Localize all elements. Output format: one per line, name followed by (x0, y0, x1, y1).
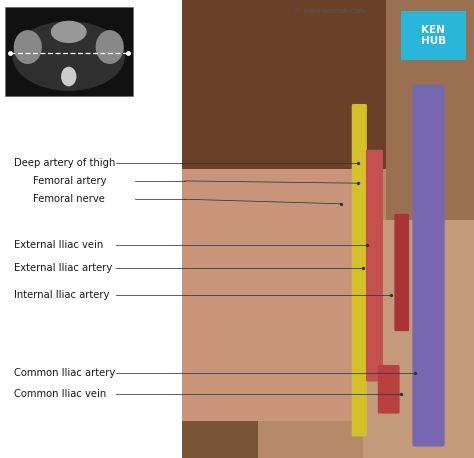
Bar (182, 0, 474, 458)
Text: Common Iliac artery: Common Iliac artery (14, 368, 116, 378)
Text: Deep artery of thigh: Deep artery of thigh (14, 158, 116, 168)
Text: Common Iliac vein: Common Iliac vein (14, 389, 107, 399)
Ellipse shape (51, 21, 87, 43)
Ellipse shape (96, 30, 124, 64)
Text: Femoral artery: Femoral artery (33, 176, 107, 186)
FancyBboxPatch shape (378, 365, 400, 414)
FancyBboxPatch shape (394, 214, 409, 331)
FancyBboxPatch shape (352, 104, 367, 436)
Bar (182, 0, 386, 169)
FancyBboxPatch shape (366, 150, 383, 382)
Bar (5, 7, 133, 96)
FancyBboxPatch shape (412, 85, 445, 447)
Ellipse shape (12, 21, 125, 91)
Text: © www.kenhub.com: © www.kenhub.com (294, 8, 365, 15)
Text: External Iliac artery: External Iliac artery (14, 263, 112, 273)
Text: KEN
HUB: KEN HUB (420, 25, 446, 46)
Bar (363, 220, 474, 458)
Bar (182, 156, 377, 421)
Ellipse shape (61, 67, 76, 87)
Bar (386, 0, 474, 220)
Bar (401, 11, 466, 60)
Text: External Iliac vein: External Iliac vein (14, 240, 103, 250)
Ellipse shape (14, 30, 42, 64)
Text: Femoral nerve: Femoral nerve (33, 194, 105, 204)
Bar (182, 357, 258, 458)
Text: Internal Iliac artery: Internal Iliac artery (14, 290, 109, 300)
